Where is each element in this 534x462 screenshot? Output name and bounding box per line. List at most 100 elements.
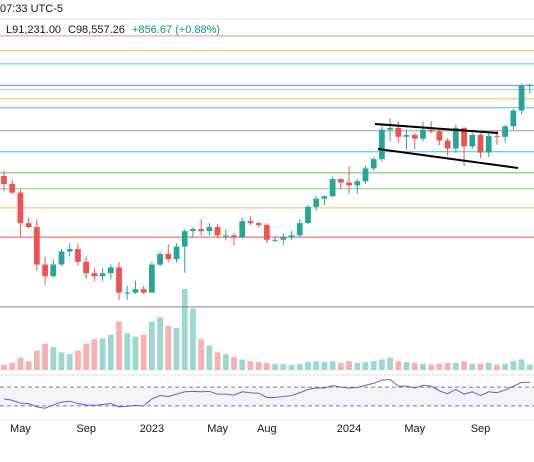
volume-bar [190,308,196,370]
volume-bar [411,362,418,370]
volume-bar [329,361,336,370]
volume-bar [288,364,295,370]
volume-bar [42,343,48,370]
candle-body [469,134,476,147]
volume-bar [272,363,278,370]
candle-body [255,223,262,226]
volume-bar [231,356,237,370]
candle-body [149,264,155,293]
volume-bar [66,354,73,370]
candle-body [395,127,402,137]
x-tick-label: Sep [76,423,96,435]
candle-body [436,131,443,141]
candle-body [239,221,246,238]
candle-body [42,264,48,277]
x-tick-label: 2024 [337,423,361,435]
candle-body [231,235,237,238]
candle-body [346,182,352,186]
volume-bar [198,339,205,370]
candle-body [272,239,278,241]
volume-bar [91,339,98,370]
x-tick-label: May [207,423,228,435]
x-tick-label: 2023 [140,423,164,435]
candle-body [444,140,451,149]
candle-body [58,251,65,265]
volume-bar [403,362,410,370]
candle-body [75,249,81,262]
candle-body [124,292,131,294]
candle-body [461,127,467,147]
candle-body [403,134,410,137]
candle-body [91,273,98,277]
candle-body [387,127,393,130]
candle-body [288,235,295,238]
volume-bar [157,317,163,370]
candle-body [420,129,426,139]
volume-bar [165,326,172,370]
candle-body [411,134,418,139]
volume-bar [17,357,24,370]
volume-bar [149,321,155,370]
candle-body [83,261,90,274]
candle-body [165,254,172,260]
candle-body [25,223,32,228]
candle-body [181,231,188,247]
candle-body [190,229,196,232]
candle-body [50,264,57,277]
volume-bar [362,362,369,370]
candle-body [494,135,500,137]
volume-bar [107,334,114,370]
candle-body [247,221,254,224]
candle-body [313,198,320,207]
volume-bar [75,350,81,370]
volume-bar [99,338,106,370]
volume-bar [247,361,254,370]
header-change: +856.67 (+0.88%) [132,24,220,36]
candle-body [362,168,369,182]
volume-bar [313,361,320,370]
volume-bar [436,363,443,370]
candle-body [9,183,16,193]
volume-bar [485,362,492,370]
volume-bar [387,357,393,370]
candle-body [321,196,328,199]
candle-body [296,223,303,236]
candle-body [33,227,40,265]
volume-bar [9,362,16,370]
volume-bar [181,289,188,370]
candle-body [264,225,270,240]
volume-bar [264,362,270,370]
volume-bar [280,363,287,370]
candle-body [428,129,435,132]
volume-bar [239,359,246,370]
candle-body [1,175,7,184]
candle-body [379,129,385,160]
volume-bar [494,364,500,370]
candle-body [206,227,213,232]
volume-bar [354,362,361,370]
candle-body [485,135,492,153]
volume-bar [346,361,352,370]
x-tick-label: May [10,423,31,435]
header-low: L91,231.00 [6,24,61,36]
volume-bar [214,352,221,370]
candle-body [354,181,361,186]
volume-bar [444,362,451,370]
rsi-line [3,379,530,409]
candle-body [452,127,459,149]
volume-bar [173,327,180,370]
candle-body [66,249,73,252]
candle-body [280,237,287,240]
volume-bar [337,362,344,370]
volume-bar [510,361,517,370]
volume-bar [477,363,484,370]
x-tick-label: Sep [471,423,491,435]
volume-bar [132,336,139,370]
volume-bar [395,361,402,370]
candle-body [132,289,139,293]
x-axis: May Sep 2023 May Aug 2024 May Sep [10,423,490,435]
volume-bar [518,359,525,370]
volume-bar [526,364,533,370]
